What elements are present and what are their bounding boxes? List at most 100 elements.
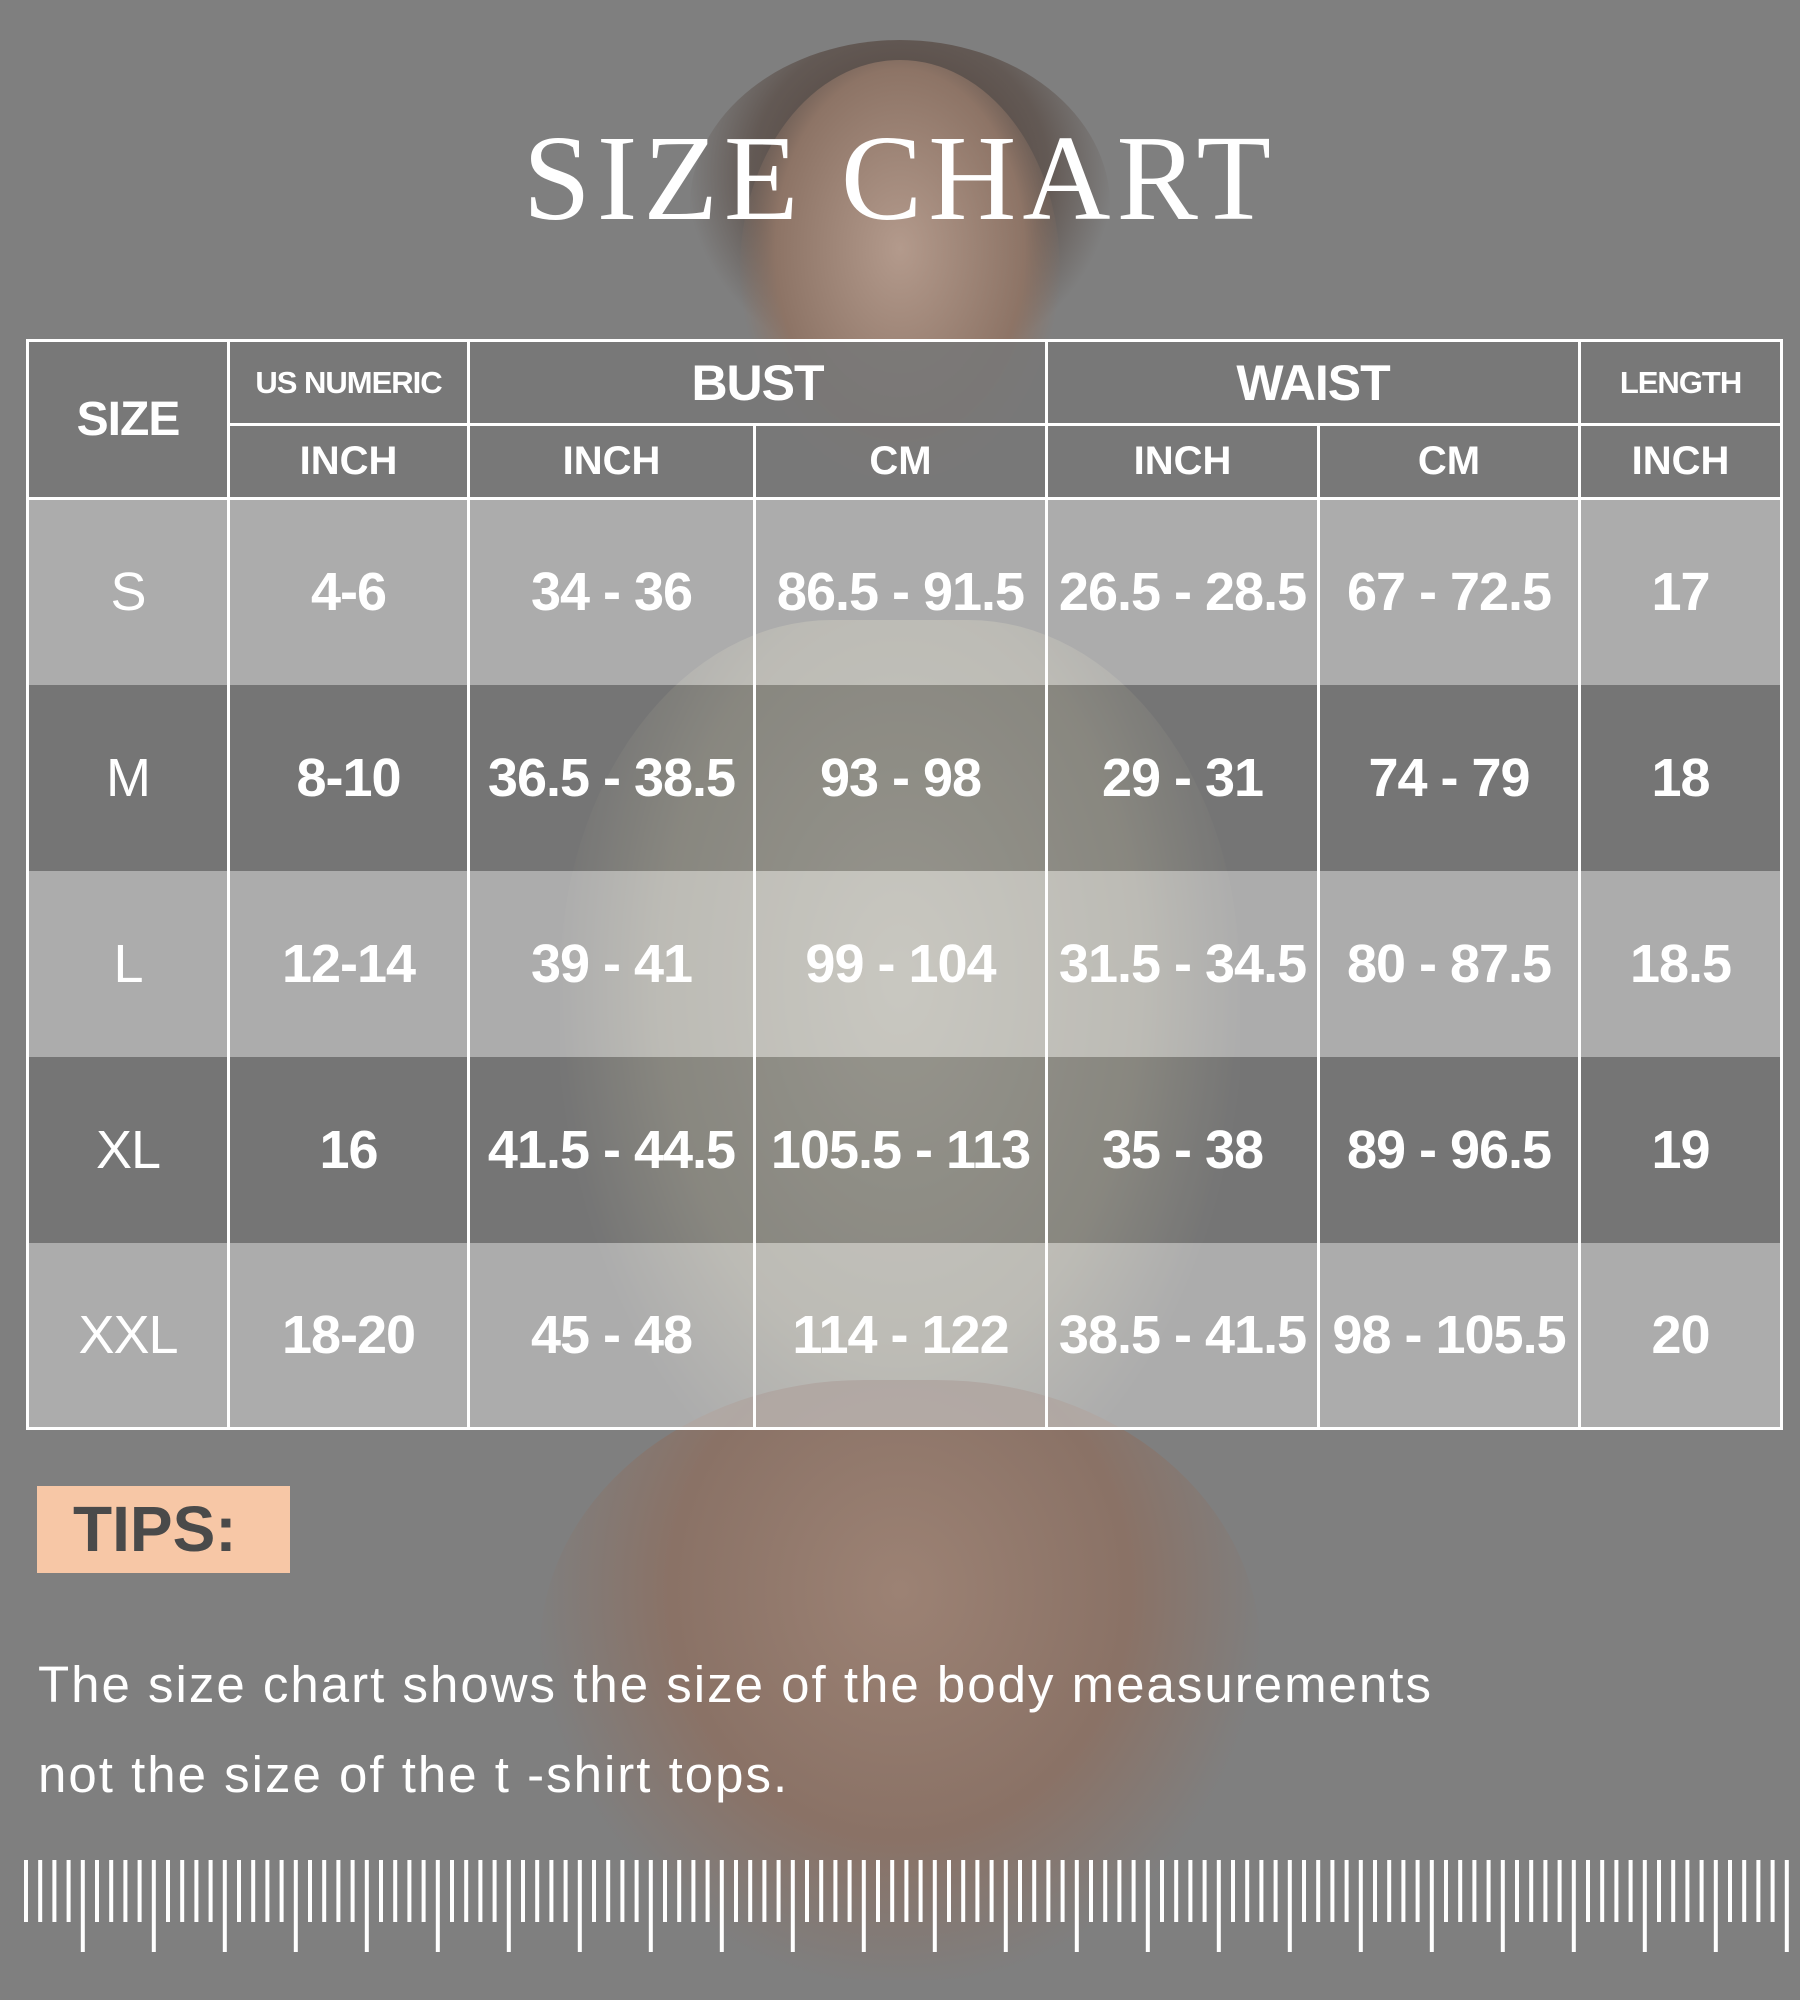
ruler-tick — [222, 1860, 227, 1952]
measurement-cell: 105.5 - 113 — [752, 1056, 1049, 1243]
ruler-tick — [535, 1860, 540, 1922]
ruler-tick — [123, 1860, 128, 1922]
ruler-tick — [1344, 1860, 1349, 1922]
ruler-tick — [776, 1860, 781, 1922]
ruler-tick — [1358, 1860, 1363, 1952]
measurement-cell: 98 - 105.5 — [1317, 1242, 1582, 1430]
header-length: LENGTH — [1578, 339, 1784, 426]
ruler-tick — [1287, 1860, 1292, 1952]
measurement-cell: 67 - 72.5 — [1317, 498, 1582, 685]
ruler-tick — [1500, 1860, 1505, 1952]
size-cell: M — [26, 684, 230, 871]
ruler-tick — [1202, 1860, 1207, 1922]
ruler-tick — [407, 1860, 412, 1922]
ruler-tick — [918, 1860, 923, 1922]
ruler-tick — [1074, 1860, 1079, 1952]
ruler-tick — [606, 1860, 611, 1922]
ruler-tick — [691, 1860, 696, 1922]
ruler-tick — [1529, 1860, 1534, 1922]
ruler-tick — [677, 1860, 682, 1922]
size-cell: S — [26, 498, 230, 685]
measurement-cell: 18-20 — [227, 1242, 470, 1430]
ruler-tick — [762, 1860, 767, 1922]
ruler-tick — [1770, 1860, 1775, 1922]
ruler-tick — [734, 1860, 738, 1922]
ruler-tick — [1245, 1860, 1250, 1922]
ruler-tick — [1628, 1860, 1633, 1922]
ruler-tick — [1373, 1860, 1377, 1922]
table-row: XXL 18-20 45 - 48 114 - 122 38.5 - 41.5 98 - … — [26, 1242, 1784, 1430]
ruler-tick — [450, 1860, 454, 1922]
measurement-cell: 93 - 98 — [752, 684, 1049, 871]
ruler-tick — [819, 1860, 824, 1922]
ruler-tick — [1515, 1860, 1519, 1922]
tips-line-2: not the size of the t -shirt tops. — [38, 1746, 790, 1803]
ruler-tick — [1145, 1860, 1150, 1952]
ruler-tick — [592, 1860, 596, 1922]
ruler-tick — [1060, 1860, 1065, 1922]
ruler-tick — [1018, 1860, 1022, 1922]
header-bust: BUST — [466, 339, 1049, 426]
ruler-tick — [393, 1860, 398, 1922]
ruler-tick — [1713, 1860, 1718, 1952]
measurement-cell: 29 - 31 — [1045, 684, 1321, 871]
ruler-tick — [521, 1860, 525, 1922]
ruler-tick — [1699, 1860, 1704, 1922]
measurement-cell: 16 — [227, 1056, 470, 1243]
ruler-tick — [208, 1860, 213, 1922]
ruler-tick — [38, 1860, 43, 1922]
tips-label: TIPS: — [37, 1486, 290, 1573]
ruler-tick — [1671, 1860, 1676, 1922]
ruler-tick — [577, 1860, 582, 1952]
ruler-tick — [961, 1860, 966, 1922]
ruler-tick — [137, 1860, 142, 1922]
ruler-tick — [1756, 1860, 1761, 1922]
ruler-tick — [1273, 1860, 1278, 1922]
tips-line-1: The size chart shows the size of the bod… — [38, 1656, 1433, 1713]
ruler-tick — [620, 1860, 625, 1922]
measurement-cell: 89 - 96.5 — [1317, 1056, 1582, 1243]
table-row: XL 16 41.5 - 44.5 105.5 - 113 35 - 38 89 - 96… — [26, 1056, 1784, 1243]
ruler-tick — [478, 1860, 483, 1922]
ruler-tick — [932, 1860, 937, 1952]
ruler-tick — [1742, 1860, 1747, 1922]
measurement-cell: 41.5 - 44.5 — [467, 1056, 756, 1243]
ruler-tick — [1444, 1860, 1448, 1922]
ruler-tick — [1401, 1860, 1406, 1922]
ruler-tick — [1614, 1860, 1619, 1922]
measurement-cell: 18 — [1578, 684, 1784, 871]
size-table: SIZE US NUMERIC BUST WAIST LENGTH INCH IN… — [26, 339, 1784, 1430]
ruler-tick — [1685, 1860, 1690, 1922]
measurement-cell: 17 — [1578, 498, 1784, 685]
ruler-tick — [563, 1860, 568, 1922]
measurement-cell: 35 - 38 — [1045, 1056, 1321, 1243]
measurement-cell: 26.5 - 28.5 — [1045, 498, 1321, 685]
measurement-cell: 74 - 79 — [1317, 684, 1582, 871]
table-row: S 4-6 34 - 36 86.5 - 91.5 26.5 - 28.5 67 - 72… — [26, 498, 1784, 685]
ruler-tick — [549, 1860, 554, 1922]
ruler-tick — [1188, 1860, 1193, 1922]
ruler-tick — [1103, 1860, 1108, 1922]
ruler-tick — [1543, 1860, 1548, 1922]
ruler-tick — [904, 1860, 909, 1922]
ruler-tick — [1600, 1860, 1605, 1922]
size-cell: XL — [26, 1056, 230, 1243]
ruler-tick — [322, 1860, 327, 1922]
measurement-cell: 19 — [1578, 1056, 1784, 1243]
ruler-tick — [194, 1860, 199, 1922]
ruler-tick — [80, 1860, 85, 1952]
ruler-tick — [719, 1860, 724, 1952]
ruler-tick — [1316, 1860, 1321, 1922]
ruler-tick — [1302, 1860, 1306, 1922]
measurement-cell: 12-14 — [227, 870, 470, 1057]
measurement-cell: 38.5 - 41.5 — [1045, 1242, 1321, 1430]
ruler-tick — [1330, 1860, 1335, 1922]
ruler-tick — [180, 1860, 185, 1922]
ruler-tick — [790, 1860, 795, 1952]
ruler-tick — [1571, 1860, 1576, 1952]
ruler-tick — [1160, 1860, 1164, 1922]
header-unit: INCH — [227, 423, 470, 500]
ruler-tick — [308, 1860, 312, 1922]
ruler-tick — [109, 1860, 114, 1922]
measurement-cell: 39 - 41 — [467, 870, 756, 1057]
